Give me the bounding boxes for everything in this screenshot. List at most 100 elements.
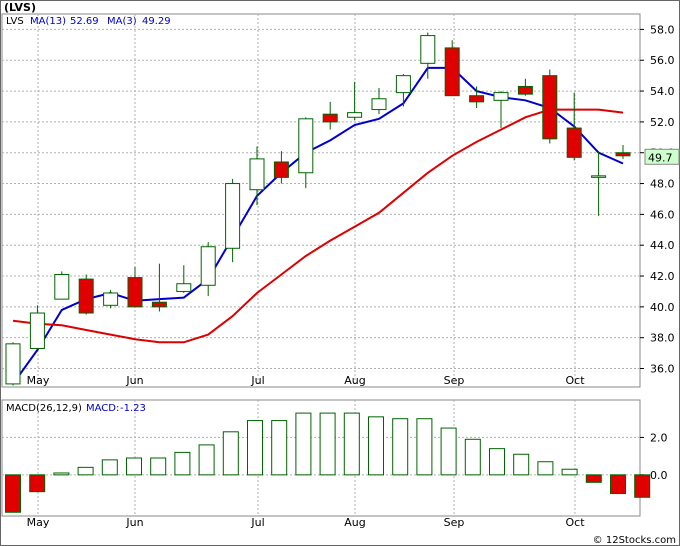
candle (493, 91, 509, 129)
price-month-label: Aug (344, 374, 365, 387)
ma3-series (12, 108, 624, 344)
macd-bar (29, 474, 46, 493)
candle-body-up (371, 98, 387, 111)
price-tick-label: 46.0 (650, 208, 675, 221)
candle-body-up (493, 92, 509, 101)
candle-body-down (469, 95, 485, 103)
candle-body-up (103, 292, 119, 306)
macd-legend-value: -1.23 (120, 403, 146, 414)
price-tick-label: 52.0 (650, 116, 675, 129)
credit-text: © 12Stocks.com (593, 535, 676, 546)
candle-body-up (176, 283, 192, 292)
macd-month-label: Aug (344, 516, 365, 529)
candle-body-down (517, 85, 533, 95)
macd-month-label: May (27, 516, 50, 529)
candle (591, 151, 607, 216)
macd-legend-title: MACD(26,12,9) (6, 403, 82, 414)
candle-body-up (54, 273, 70, 300)
macd-bar (537, 461, 554, 476)
macd-bar (416, 418, 433, 476)
candle (176, 265, 192, 293)
macd-x-axis: May Jun Jul Aug Sep Oct (27, 516, 586, 529)
macd-month-label: Sep (444, 516, 465, 529)
legend-ma13-value: 52.69 (70, 16, 99, 27)
candle-body-up (420, 35, 436, 64)
candle-body-down (151, 301, 167, 308)
candle-body-down (78, 278, 94, 314)
price-tick-label: 54.0 (650, 85, 675, 98)
candle (347, 81, 363, 121)
macd-bar (585, 474, 602, 483)
candle (371, 87, 387, 115)
macd-bar (247, 420, 263, 476)
macd-bar (561, 468, 578, 476)
candle (5, 342, 21, 386)
candle (273, 151, 289, 184)
last-price-box (644, 148, 680, 165)
candle-body-up (5, 343, 21, 385)
price-month-label: Jul (250, 374, 264, 387)
macd-bar (440, 427, 457, 476)
legend-ma3-value: 49.29 (142, 16, 171, 27)
legend-ma13-label: MA(13) (30, 16, 66, 27)
chart-title: (LVS) (4, 1, 36, 14)
last-price-label: 49.7 (648, 151, 673, 164)
macd-bar (295, 412, 312, 476)
macd-bar (222, 431, 239, 476)
candle-body-down (615, 152, 631, 157)
price-tick-label: 44.0 (650, 239, 675, 252)
candle (395, 74, 411, 107)
macd-histogram (5, 412, 651, 513)
macd-y-axis: 2.0 0.0 (640, 431, 668, 482)
candle-body-down (566, 127, 582, 158)
macd-tick-label: 0.0 (650, 469, 668, 482)
macd-bar (198, 444, 215, 476)
macd-bar (126, 457, 142, 476)
candle (78, 274, 94, 315)
macd-panel: 2.0 0.0 (1, 399, 668, 517)
price-panel: 36.038.040.042.044.046.048.050.052.054.0… (1, 13, 680, 388)
price-tick-label: 48.0 (650, 178, 675, 191)
price-tick-label: 42.0 (650, 270, 675, 283)
candle (127, 266, 143, 308)
macd-bar (271, 420, 288, 476)
legend-ticker: LVS (6, 16, 24, 27)
candle (54, 271, 70, 300)
candle (151, 263, 167, 312)
macd-bar (77, 466, 94, 476)
macd-bar (634, 474, 651, 498)
price-month-label: Jun (125, 374, 143, 387)
macd-bar (489, 448, 505, 476)
macd-bar (319, 412, 336, 476)
candlesticks (5, 32, 631, 386)
price-month-label: Oct (565, 374, 585, 387)
macd-legend: MACD(26,12,9) MACD: -1.23 (6, 403, 146, 414)
candle-body-up (298, 118, 314, 174)
price-tick-label: 40.0 (650, 301, 675, 314)
macd-bar (150, 457, 167, 476)
macd-bar (174, 451, 191, 476)
candle-body-up (29, 312, 45, 349)
macd-tick-label: 2.0 (650, 431, 668, 444)
candle (469, 86, 485, 109)
candle-body-down (127, 277, 143, 308)
price-month-label: May (27, 374, 50, 387)
macd-bar (610, 474, 626, 495)
price-month-label: Sep (444, 374, 465, 387)
legend-ma3-label: MA(3) (107, 16, 137, 27)
candle-body-down (322, 113, 338, 123)
macd-legend-label: MACD: (86, 403, 119, 414)
candle (566, 92, 582, 161)
candle (298, 117, 314, 189)
ma3-line (12, 108, 624, 344)
candle-body-up (395, 75, 411, 94)
price-x-axis: May Jun Jul Aug Sep Oct (27, 374, 586, 387)
price-tick-label: 58.0 (650, 23, 675, 36)
macd-month-label: Oct (565, 516, 585, 529)
candle (517, 78, 533, 96)
candle-body-up (249, 158, 265, 191)
candle-body-down (542, 75, 558, 140)
candle (420, 32, 436, 79)
macd-bar (464, 438, 481, 476)
